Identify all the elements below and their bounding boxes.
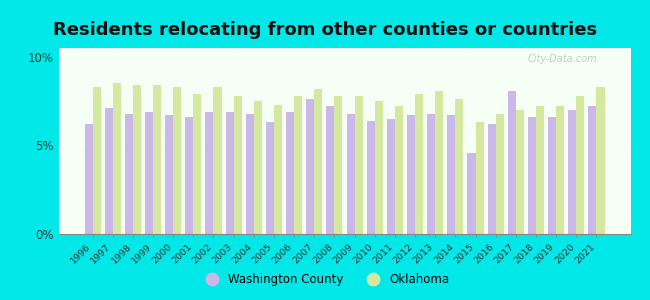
Bar bbox=[577, 96, 584, 234]
Bar bbox=[84, 124, 92, 234]
Bar bbox=[213, 87, 222, 234]
Bar bbox=[447, 115, 456, 234]
Bar bbox=[112, 83, 121, 234]
Bar bbox=[387, 119, 395, 234]
Bar bbox=[205, 112, 213, 234]
Bar bbox=[375, 101, 383, 234]
Bar bbox=[326, 106, 334, 234]
Bar bbox=[306, 99, 314, 234]
Bar bbox=[427, 113, 436, 234]
Bar bbox=[254, 101, 262, 234]
Bar bbox=[367, 121, 375, 234]
Bar bbox=[92, 87, 101, 234]
Bar bbox=[588, 106, 597, 234]
Bar bbox=[556, 106, 564, 234]
Bar bbox=[528, 117, 536, 234]
Bar bbox=[105, 108, 112, 234]
Bar bbox=[133, 85, 141, 234]
Bar bbox=[185, 117, 193, 234]
Bar bbox=[125, 113, 133, 234]
Bar bbox=[145, 112, 153, 234]
Bar bbox=[395, 106, 403, 234]
Bar bbox=[355, 96, 363, 234]
Bar bbox=[286, 112, 294, 234]
Bar bbox=[568, 110, 577, 234]
Bar bbox=[467, 152, 476, 234]
Bar bbox=[314, 89, 322, 234]
Bar bbox=[516, 110, 524, 234]
Bar bbox=[233, 96, 242, 234]
Bar bbox=[193, 94, 202, 234]
Legend: Washington County, Oklahoma: Washington County, Oklahoma bbox=[196, 269, 454, 291]
Bar bbox=[274, 105, 282, 234]
Bar bbox=[488, 124, 496, 234]
Bar bbox=[294, 96, 302, 234]
Bar bbox=[334, 96, 343, 234]
Bar bbox=[246, 113, 254, 234]
Bar bbox=[226, 112, 233, 234]
Bar bbox=[415, 94, 423, 234]
Bar bbox=[173, 87, 181, 234]
Bar bbox=[153, 85, 161, 234]
Bar bbox=[496, 113, 504, 234]
Bar bbox=[597, 87, 604, 234]
Bar bbox=[548, 117, 556, 234]
Bar bbox=[536, 106, 544, 234]
Bar bbox=[476, 122, 484, 234]
Bar bbox=[266, 122, 274, 234]
Text: Residents relocating from other counties or countries: Residents relocating from other counties… bbox=[53, 21, 597, 39]
Bar bbox=[456, 99, 463, 234]
Text: City-Data.com: City-Data.com bbox=[528, 54, 597, 64]
Bar bbox=[346, 113, 355, 234]
Bar bbox=[165, 115, 173, 234]
Bar bbox=[407, 115, 415, 234]
Bar bbox=[436, 91, 443, 234]
Bar bbox=[508, 91, 516, 234]
